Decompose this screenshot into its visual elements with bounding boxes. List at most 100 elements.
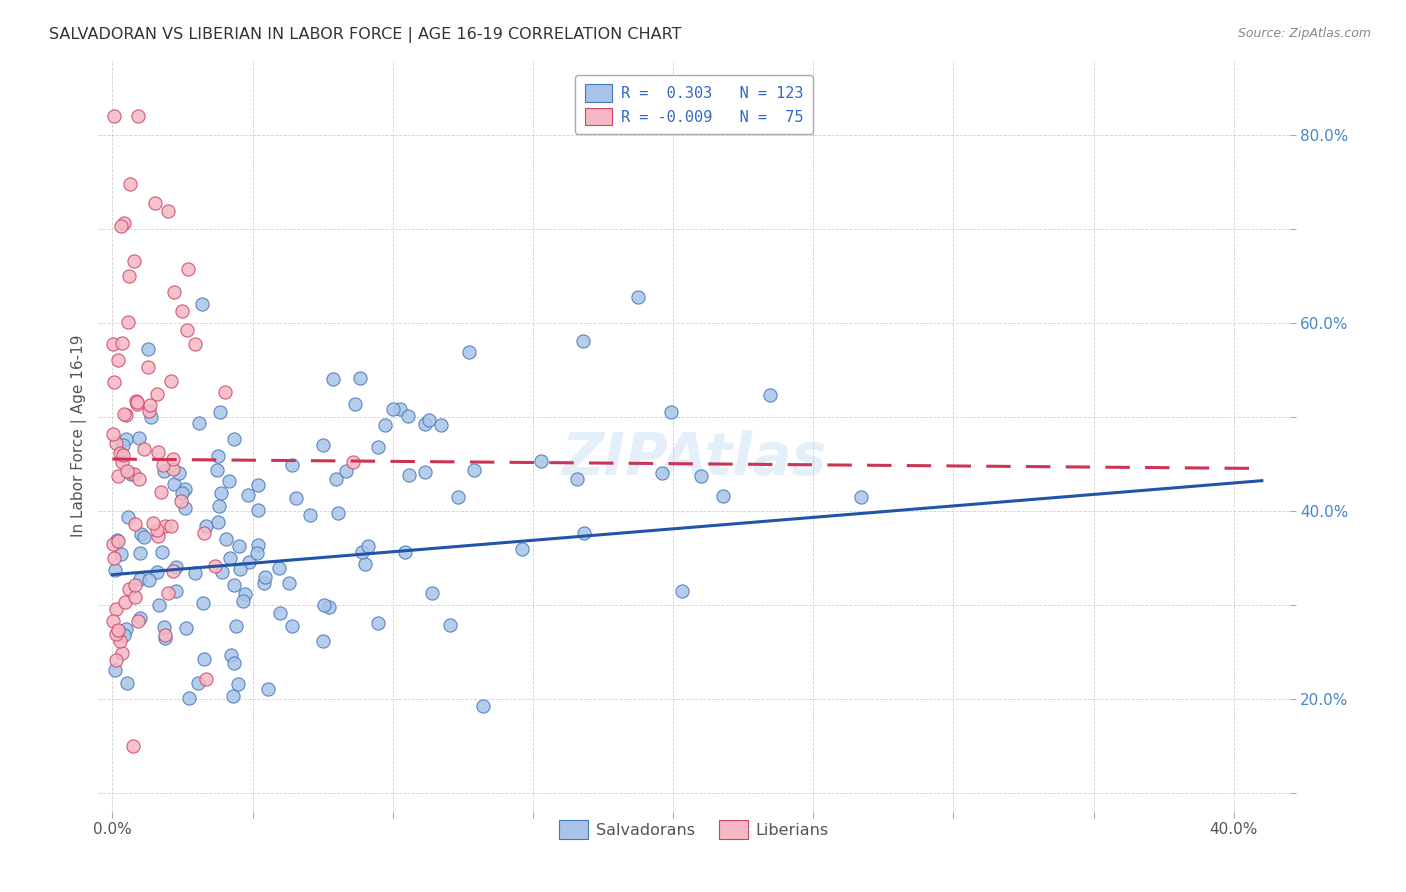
Point bbox=[322, 372, 344, 386]
Point bbox=[229, 561, 252, 575]
Point bbox=[104, 436, 127, 450]
Point bbox=[118, 268, 141, 283]
Point bbox=[342, 455, 364, 469]
Point bbox=[162, 461, 184, 475]
Legend: Salvadorans, Liberians: Salvadorans, Liberians bbox=[553, 814, 835, 845]
Point bbox=[530, 454, 553, 468]
Point bbox=[671, 584, 693, 599]
Point bbox=[572, 334, 595, 348]
Point bbox=[146, 387, 169, 401]
Point bbox=[420, 586, 443, 600]
Point bbox=[627, 290, 650, 304]
Point bbox=[447, 490, 470, 504]
Point bbox=[152, 458, 174, 472]
Point bbox=[335, 464, 357, 478]
Point bbox=[156, 204, 179, 219]
Point bbox=[127, 397, 149, 411]
Point bbox=[101, 337, 124, 351]
Point bbox=[689, 468, 711, 483]
Point bbox=[153, 632, 176, 646]
Point bbox=[159, 374, 181, 388]
Point bbox=[143, 196, 166, 211]
Point bbox=[257, 682, 280, 697]
Point bbox=[471, 698, 494, 713]
Point bbox=[195, 673, 218, 687]
Point bbox=[105, 601, 128, 615]
Point bbox=[114, 432, 136, 446]
Point bbox=[209, 404, 232, 418]
Point bbox=[155, 519, 177, 533]
Point bbox=[156, 586, 179, 600]
Point bbox=[350, 544, 373, 558]
Point bbox=[124, 577, 146, 591]
Point bbox=[122, 739, 145, 753]
Point bbox=[142, 516, 165, 530]
Point bbox=[184, 337, 207, 351]
Point bbox=[173, 500, 195, 515]
Point bbox=[125, 394, 148, 409]
Point bbox=[117, 509, 139, 524]
Point bbox=[463, 462, 485, 476]
Point bbox=[112, 438, 135, 452]
Point bbox=[139, 398, 162, 412]
Point bbox=[226, 676, 249, 690]
Point bbox=[413, 417, 436, 431]
Point bbox=[129, 610, 152, 624]
Point bbox=[105, 533, 128, 548]
Point bbox=[207, 516, 229, 530]
Point bbox=[374, 417, 396, 432]
Y-axis label: In Labor Force | Age 16-19: In Labor Force | Age 16-19 bbox=[72, 334, 87, 537]
Point bbox=[759, 387, 782, 401]
Point bbox=[163, 285, 186, 299]
Point bbox=[343, 397, 366, 411]
Point bbox=[247, 538, 270, 552]
Point bbox=[312, 438, 335, 452]
Point bbox=[103, 375, 125, 389]
Point bbox=[138, 404, 160, 418]
Point bbox=[187, 675, 209, 690]
Point bbox=[138, 359, 160, 374]
Point bbox=[110, 646, 132, 660]
Point bbox=[122, 254, 145, 268]
Point bbox=[124, 590, 146, 604]
Point bbox=[110, 455, 132, 469]
Point bbox=[107, 534, 129, 549]
Point bbox=[155, 628, 177, 642]
Point bbox=[318, 600, 340, 615]
Point bbox=[107, 468, 129, 483]
Point bbox=[162, 451, 184, 466]
Point bbox=[232, 593, 254, 607]
Text: SALVADORAN VS LIBERIAN IN LABOR FORCE | AGE 16-19 CORRELATION CHART: SALVADORAN VS LIBERIAN IN LABOR FORCE | … bbox=[49, 27, 682, 43]
Point bbox=[349, 370, 371, 384]
Point bbox=[246, 503, 269, 517]
Point bbox=[172, 486, 194, 500]
Point bbox=[111, 335, 134, 350]
Point bbox=[298, 508, 321, 523]
Point bbox=[222, 656, 245, 670]
Point bbox=[218, 475, 240, 489]
Point bbox=[510, 541, 533, 556]
Point bbox=[357, 539, 380, 553]
Point bbox=[149, 484, 172, 499]
Point bbox=[176, 262, 198, 277]
Point bbox=[170, 494, 193, 508]
Point bbox=[110, 634, 132, 648]
Point bbox=[165, 560, 187, 574]
Point bbox=[413, 465, 436, 479]
Point bbox=[146, 445, 169, 459]
Point bbox=[120, 467, 142, 482]
Point bbox=[281, 618, 304, 632]
Point bbox=[127, 109, 149, 123]
Point bbox=[193, 525, 215, 540]
Point bbox=[458, 345, 481, 359]
Point bbox=[103, 109, 125, 123]
Point bbox=[254, 570, 277, 584]
Point bbox=[238, 488, 260, 502]
Point bbox=[141, 410, 163, 425]
Point bbox=[381, 401, 404, 416]
Point bbox=[246, 546, 269, 560]
Point bbox=[222, 689, 245, 703]
Point bbox=[214, 532, 236, 546]
Point bbox=[219, 648, 242, 662]
Point bbox=[269, 606, 291, 620]
